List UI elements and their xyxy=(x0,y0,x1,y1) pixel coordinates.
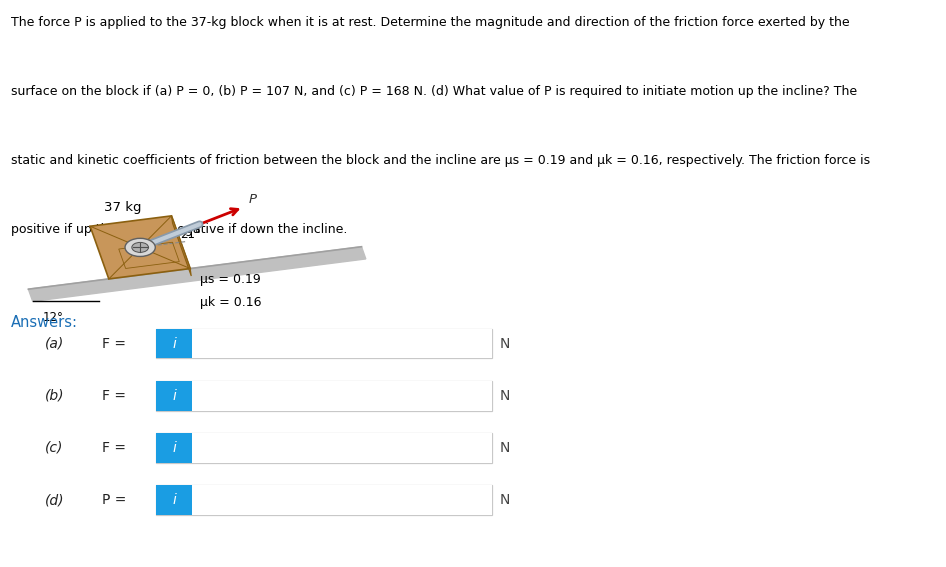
Circle shape xyxy=(131,243,149,252)
Polygon shape xyxy=(28,247,366,302)
Text: 37 kg: 37 kg xyxy=(104,201,142,214)
FancyBboxPatch shape xyxy=(156,433,192,463)
Text: static and kinetic coefficients of friction between the block and the incline ar: static and kinetic coefficients of frict… xyxy=(11,154,870,167)
FancyBboxPatch shape xyxy=(156,381,192,411)
Text: positive if up the incline, negative if down the incline.: positive if up the incline, negative if … xyxy=(11,223,348,235)
Text: N: N xyxy=(499,441,510,455)
Text: (d): (d) xyxy=(45,493,65,507)
Text: surface on the block if (a) P = 0, (b) P = 107 N, and (c) P = 168 N. (d) What va: surface on the block if (a) P = 0, (b) P… xyxy=(11,85,857,98)
Text: 12°: 12° xyxy=(43,311,63,324)
Text: The force P is applied to the 37-kg block when it is at rest. Determine the magn: The force P is applied to the 37-kg bloc… xyxy=(11,16,850,29)
Text: (a): (a) xyxy=(45,337,64,350)
Text: (b): (b) xyxy=(45,389,65,403)
Text: μs = 0.19: μs = 0.19 xyxy=(200,273,260,286)
FancyBboxPatch shape xyxy=(156,329,192,358)
Text: i: i xyxy=(172,493,176,507)
FancyBboxPatch shape xyxy=(192,381,492,411)
Text: μk = 0.16: μk = 0.16 xyxy=(200,296,261,309)
Text: P: P xyxy=(249,193,257,206)
Text: Answers:: Answers: xyxy=(11,315,79,329)
Text: i: i xyxy=(172,441,176,455)
FancyBboxPatch shape xyxy=(156,485,192,515)
Polygon shape xyxy=(90,216,190,279)
Text: N: N xyxy=(499,389,510,403)
Text: N: N xyxy=(499,337,510,350)
Text: 21°: 21° xyxy=(180,229,201,242)
Text: N: N xyxy=(499,493,510,507)
Text: F =: F = xyxy=(102,337,126,350)
Circle shape xyxy=(125,238,155,256)
Text: P =: P = xyxy=(102,493,127,507)
Text: F =: F = xyxy=(102,389,126,403)
Text: i: i xyxy=(172,337,176,350)
Text: F =: F = xyxy=(102,441,126,455)
FancyBboxPatch shape xyxy=(192,329,492,358)
FancyBboxPatch shape xyxy=(192,485,492,515)
FancyBboxPatch shape xyxy=(192,433,492,463)
Polygon shape xyxy=(171,216,191,276)
Text: (c): (c) xyxy=(45,441,63,455)
Text: i: i xyxy=(172,389,176,403)
